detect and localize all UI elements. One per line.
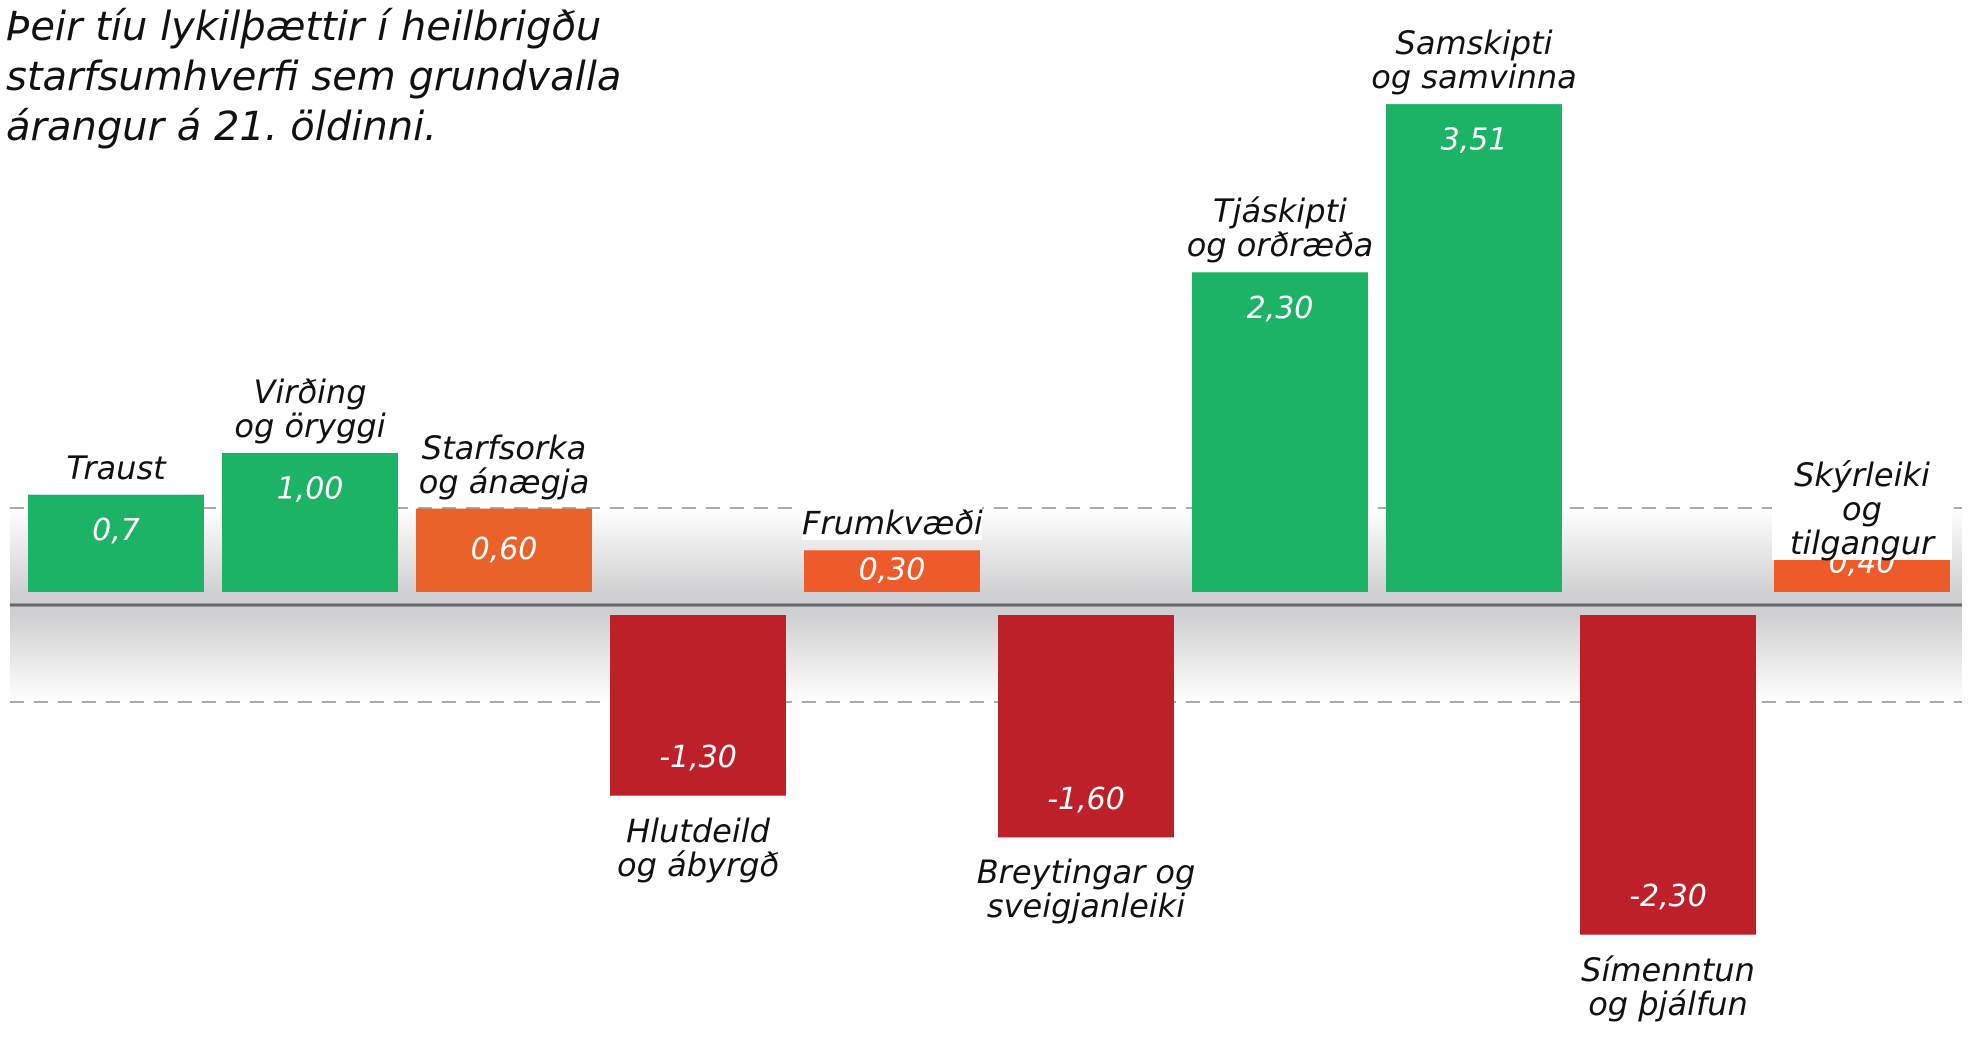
bar [804, 550, 980, 592]
category-label: Tjáskipti og orðræða [1186, 192, 1374, 265]
category-label: Frumkvæði [802, 504, 983, 543]
category-label: Traust [66, 448, 166, 487]
value-label: -1,30 [659, 740, 737, 775]
category-label: Samskipti og samvinna [1371, 24, 1577, 97]
bar [610, 615, 786, 796]
bar [1580, 615, 1756, 935]
category-label: Breytingar og sveigjanleiki [976, 853, 1196, 926]
category-label: Símenntun og þjálfun [1581, 950, 1755, 1023]
bar [1192, 272, 1368, 592]
category-label: Virðing og öryggi [234, 373, 386, 445]
bar [222, 453, 398, 592]
chart-title: Þeir tíu lykilþættir í heilbrigðu starfs… [6, 4, 622, 150]
value-label: 2,30 [1247, 291, 1314, 326]
bar [416, 508, 592, 592]
bar [28, 494, 204, 592]
category-label: Hlutdeild og ábyrgð [617, 811, 779, 884]
bar [998, 615, 1174, 838]
value-label: 0,60 [471, 532, 538, 567]
value-label: -1,60 [1047, 782, 1125, 817]
value-label: -2,30 [1629, 879, 1707, 914]
value-label: 1,00 [277, 472, 344, 507]
value-label: 0,7 [92, 513, 140, 548]
category-label: Skýrleiki og tilgangur [1772, 458, 1952, 561]
category-label: Starfsorka og ánægja [418, 428, 590, 501]
value-label: 3,51 [1441, 123, 1508, 158]
bar [1386, 104, 1562, 593]
value-label: 0,30 [859, 553, 926, 588]
